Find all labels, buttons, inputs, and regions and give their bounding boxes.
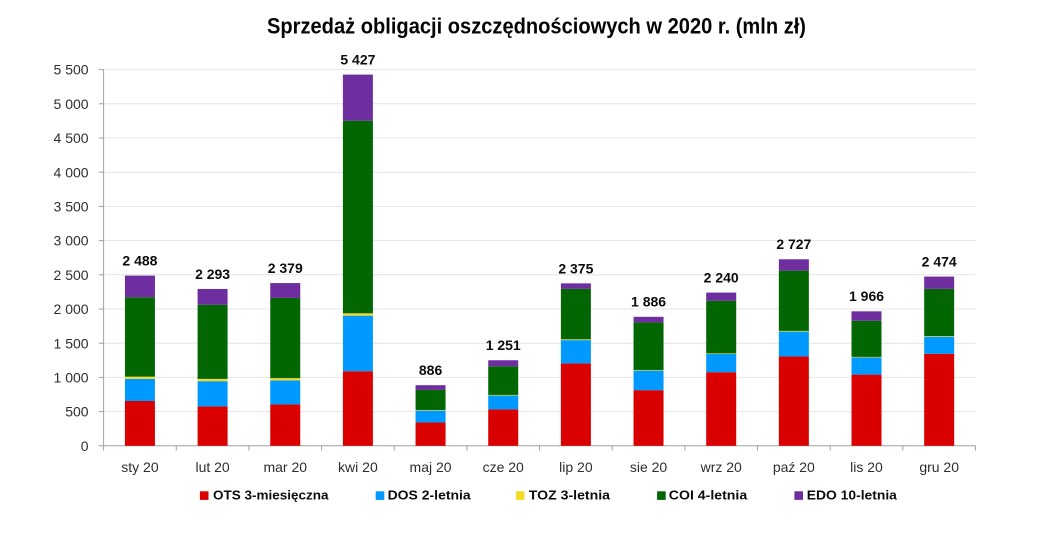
svg-text:DOS 2-letnia: DOS 2-letnia <box>388 489 472 503</box>
svg-text:lis 20: lis 20 <box>850 459 883 475</box>
svg-text:5 000: 5 000 <box>54 96 89 112</box>
svg-text:2 000: 2 000 <box>54 301 89 317</box>
svg-text:500: 500 <box>65 404 89 420</box>
svg-text:mar 20: mar 20 <box>263 459 307 475</box>
svg-text:kwi 20: kwi 20 <box>338 459 378 475</box>
svg-text:wrz 20: wrz 20 <box>700 459 742 475</box>
svg-text:2 379: 2 379 <box>268 260 303 276</box>
svg-text:2 727: 2 727 <box>776 236 811 252</box>
svg-text:2 488: 2 488 <box>122 253 157 269</box>
svg-text:COI 4-letnia: COI 4-letnia <box>669 489 749 503</box>
svg-text:TOZ 3-letnia: TOZ 3-letnia <box>529 489 611 503</box>
svg-text:lip 20: lip 20 <box>559 459 593 475</box>
svg-text:sie 20: sie 20 <box>630 459 668 475</box>
svg-text:1 966: 1 966 <box>849 288 884 304</box>
svg-text:3 500: 3 500 <box>54 199 89 215</box>
svg-text:4 000: 4 000 <box>54 164 89 180</box>
svg-text:2 474: 2 474 <box>922 253 957 269</box>
svg-text:1 251: 1 251 <box>486 337 521 353</box>
svg-text:2 500: 2 500 <box>54 267 89 283</box>
svg-text:cze 20: cze 20 <box>483 459 524 475</box>
svg-text:1 886: 1 886 <box>631 294 666 310</box>
svg-text:sty 20: sty 20 <box>121 459 159 475</box>
svg-text:lut 20: lut 20 <box>195 459 229 475</box>
svg-text:4 500: 4 500 <box>54 130 89 146</box>
svg-text:paź 20: paź 20 <box>773 459 815 475</box>
svg-text:3 000: 3 000 <box>54 233 89 249</box>
svg-text:2 240: 2 240 <box>704 269 739 285</box>
svg-text:2 375: 2 375 <box>558 260 593 276</box>
svg-text:maj 20: maj 20 <box>410 459 452 475</box>
svg-text:gru 20: gru 20 <box>919 459 959 475</box>
svg-text:5 500: 5 500 <box>54 62 89 78</box>
svg-text:Sprzedaż obligacji oszczędnośc: Sprzedaż obligacji oszczędnościowych w 2… <box>267 14 806 39</box>
svg-text:5 427: 5 427 <box>340 51 375 67</box>
svg-text:EDO 10-letnia: EDO 10-letnia <box>807 489 898 503</box>
svg-text:OTS 3-miesięczna: OTS 3-miesięczna <box>213 489 330 503</box>
svg-text:0: 0 <box>81 438 89 454</box>
svg-text:886: 886 <box>419 362 443 378</box>
svg-text:1 000: 1 000 <box>54 370 89 386</box>
svg-text:2 293: 2 293 <box>195 266 230 282</box>
svg-text:1 500: 1 500 <box>54 335 89 351</box>
